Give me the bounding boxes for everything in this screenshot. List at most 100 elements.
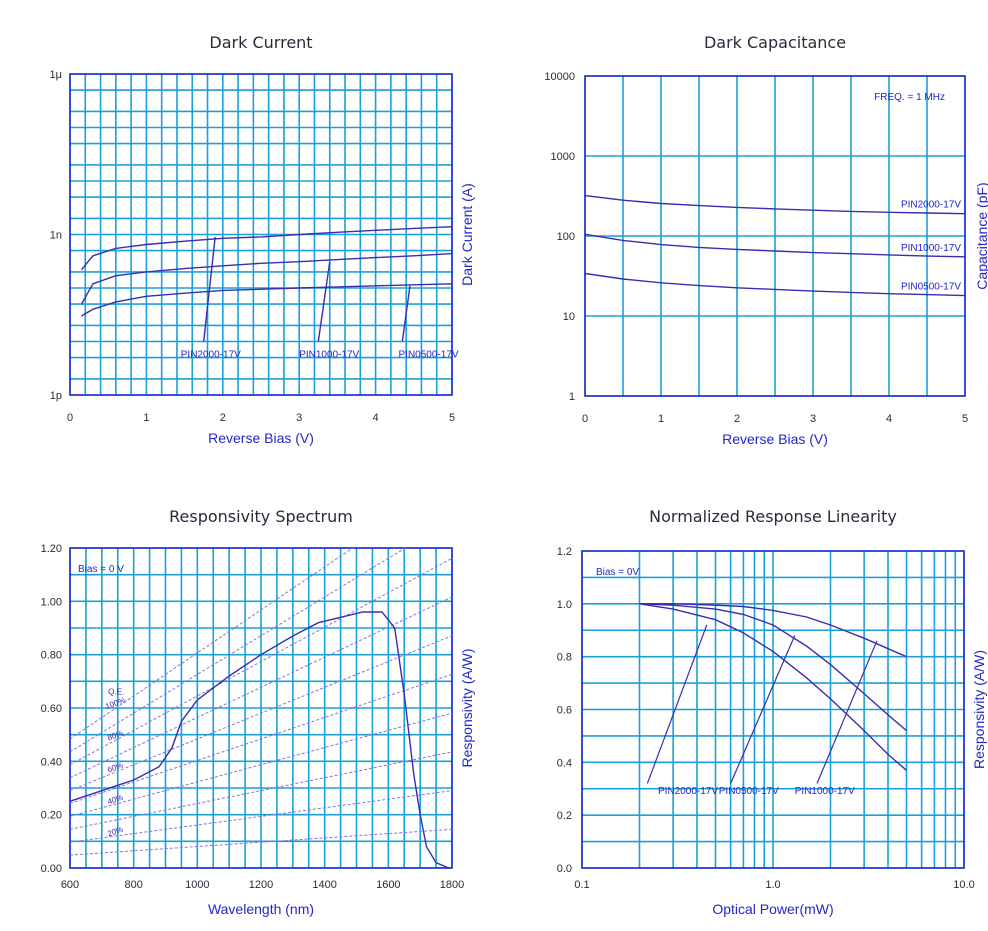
- dark-capacitance-x-tick-label: 1: [658, 413, 664, 425]
- responsivity-qe-line: [70, 548, 407, 753]
- dark-current-x-tick-label: 0: [67, 412, 73, 424]
- responsivity-y-tick-label: 0.20: [41, 810, 62, 822]
- responsivity-qe-label: 60%: [106, 761, 124, 775]
- dark-capacitance-y-tick-label: 10000: [544, 71, 575, 83]
- dark-current-x-tick-label: 3: [296, 412, 302, 424]
- dark-current-label-leader: [317, 261, 331, 342]
- linearity-x-tick-label: 1.0: [765, 879, 780, 891]
- linearity-plot-frame: [581, 550, 965, 869]
- linearity-series-label: PIN1000-17V: [795, 786, 855, 797]
- linearity-y-tick-label: 1.2: [557, 546, 572, 558]
- responsivity-y-tick-label: 0.00: [41, 863, 62, 875]
- responsivity-qe-line: [70, 712, 452, 817]
- linearity-series-label: PIN0500-17V: [719, 786, 779, 797]
- dark-current-label-leader: [401, 285, 411, 342]
- responsivity-y-tick-label: 1.20: [41, 543, 62, 555]
- dark-capacitance-y-tick-label: 1000: [551, 151, 575, 163]
- responsivity-annotation: Bias = 0 V: [78, 564, 124, 575]
- linearity-series-pin2000-17v: [639, 603, 907, 771]
- dark-capacitance-series-pin0500-17v: [585, 272, 965, 297]
- responsivity-y-axis-label: Responsivity (A/W): [459, 648, 475, 767]
- linearity-y-tick-label: 0.4: [557, 757, 572, 769]
- dark-current-series-pin1000-17v: [80, 252, 452, 305]
- dark-capacitance-series-pin1000-17v: [585, 233, 965, 258]
- responsivity-qe-line: [70, 596, 452, 779]
- linearity-label-leader: [646, 624, 708, 784]
- dark-current-title: Dark Current: [209, 33, 312, 52]
- dark-capacitance-y-tick-label: 100: [557, 231, 575, 243]
- dark-current-x-tick-label: 2: [220, 412, 226, 424]
- dark-current-plot-frame: [69, 73, 453, 396]
- responsivity-x-tick-label: 800: [124, 879, 142, 891]
- dark-capacitance-series-pin2000-17v: [585, 194, 965, 215]
- dark-current-label-leader: [203, 236, 216, 342]
- dark-current-y-tick-label: 1p: [50, 390, 62, 402]
- linearity-y-tick-label: 0.6: [557, 705, 572, 717]
- linearity-y-tick-label: 0.2: [557, 810, 572, 822]
- responsivity-y-tick-label: 1.00: [41, 596, 62, 608]
- responsivity-qe-label: 100%: [104, 696, 126, 711]
- responsivity-qe-line: [70, 828, 452, 856]
- dark-capacitance-series-label: PIN1000-17V: [901, 243, 961, 254]
- dark-capacitance-x-tick-label: 0: [582, 413, 588, 425]
- dark-current-x-tick-label: 5: [449, 412, 455, 424]
- responsivity-x-tick-label: 1800: [440, 879, 464, 891]
- dark-capacitance-y-axis-label: Capacitance (pF): [974, 182, 988, 289]
- linearity-x-axis-label: Optical Power(mW): [712, 901, 833, 917]
- responsivity-series-curve: [70, 611, 450, 868]
- responsivity-qe-line: [70, 673, 452, 804]
- responsivity-x-tick-label: 1400: [312, 879, 336, 891]
- linearity-y-axis-label: Responsivity (A/W): [971, 650, 987, 769]
- dark-current-x-tick-label: 4: [373, 412, 379, 424]
- linearity-label-leader: [730, 635, 796, 784]
- responsivity-y-tick-label: 0.40: [41, 756, 62, 768]
- dark-capacitance-plot-frame: [584, 75, 966, 397]
- dark-current-series-label: PIN2000-17V: [181, 350, 241, 361]
- dark-current-series-pin2000-17v: [80, 226, 452, 271]
- dark-current-y-tick-label: 1μ: [50, 69, 62, 81]
- linearity-label-leader: [816, 640, 878, 784]
- dark-capacitance-x-tick-label: 3: [810, 413, 816, 425]
- responsivity-x-tick-label: 1000: [185, 879, 209, 891]
- dark-capacitance-y-tick-label: 10: [563, 311, 575, 323]
- responsivity-y-tick-label: 0.60: [41, 703, 62, 715]
- dark-capacitance-series-label: PIN2000-17V: [901, 200, 961, 211]
- linearity-annotation: Bias = 0V: [596, 567, 639, 578]
- dark-current-y-tick-label: 1n: [50, 230, 62, 242]
- responsivity-title: Responsivity Spectrum: [169, 507, 353, 526]
- dark-capacitance-x-tick-label: 2: [734, 413, 740, 425]
- responsivity-x-tick-label: 1200: [249, 879, 273, 891]
- dark-current-x-tick-label: 1: [143, 412, 149, 424]
- linearity-y-tick-label: 0.0: [557, 863, 572, 875]
- dark-current-series-label: PIN1000-17V: [299, 350, 359, 361]
- dark-capacitance-x-tick-label: 5: [962, 413, 968, 425]
- dark-current-series-pin0500-17v: [81, 283, 452, 317]
- responsivity-x-axis-label: Wavelength (nm): [208, 901, 314, 917]
- responsivity-plot-frame: [69, 547, 453, 869]
- linearity-series-pin0500-17v: [639, 603, 907, 732]
- dark-current-y-axis-label: Dark Current (A): [459, 183, 475, 286]
- responsivity-qe-title: Q.E.: [108, 688, 124, 697]
- dark-capacitance-annotation: FREQ. = 1 MHz: [874, 92, 945, 103]
- linearity-title: Normalized Response Linearity: [649, 507, 897, 526]
- responsivity-qe-line: [70, 557, 452, 766]
- dark-current-series-label: PIN0500-17V: [399, 350, 459, 361]
- dark-capacitance-x-tick-label: 4: [886, 413, 892, 425]
- responsivity-qe-line: [70, 548, 354, 740]
- responsivity-qe-line: [70, 790, 452, 843]
- responsivity-x-tick-label: 1600: [376, 879, 400, 891]
- responsivity-y-tick-label: 0.80: [41, 650, 62, 662]
- linearity-y-tick-label: 1.0: [557, 599, 572, 611]
- linearity-series-label: PIN2000-17V: [658, 786, 718, 797]
- linearity-x-tick-label: 10.0: [953, 879, 974, 891]
- dark-capacitance-title: Dark Capacitance: [704, 33, 846, 52]
- dark-capacitance-x-axis-label: Reverse Bias (V): [722, 431, 828, 447]
- responsivity-qe-line: [70, 635, 452, 792]
- linearity-y-tick-label: 0.8: [557, 652, 572, 664]
- dark-capacitance-y-tick-label: 1: [569, 391, 575, 403]
- dark-capacitance-series-label: PIN0500-17V: [901, 282, 961, 293]
- responsivity-x-tick-label: 600: [61, 879, 79, 891]
- dark-current-x-axis-label: Reverse Bias (V): [208, 430, 314, 446]
- linearity-x-tick-label: 0.1: [574, 879, 589, 891]
